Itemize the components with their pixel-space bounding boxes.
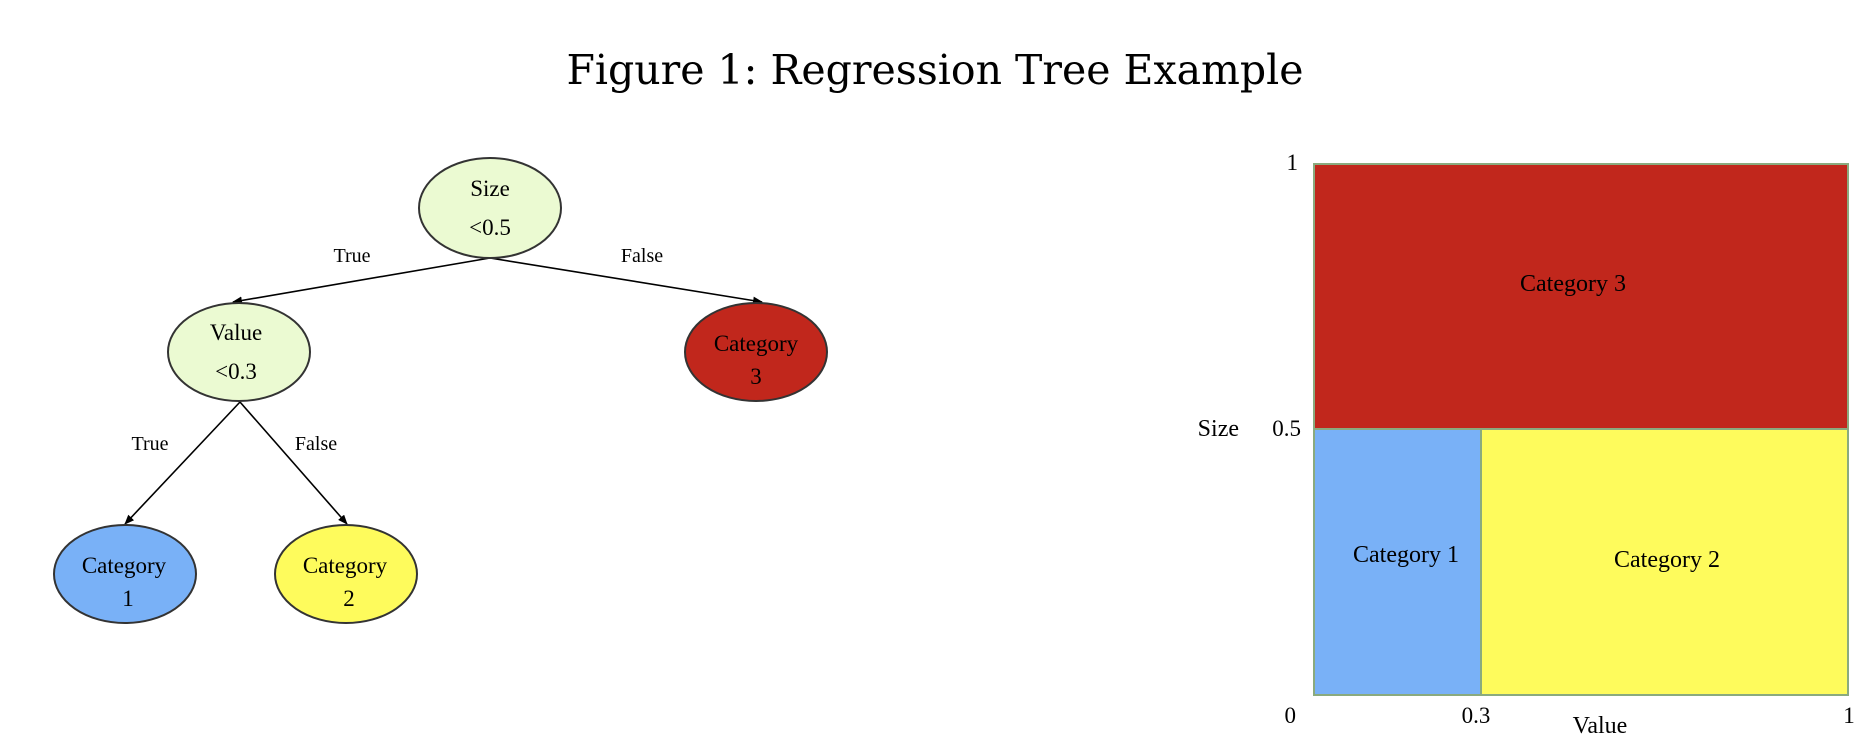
region-category-1-label: Category 1 [1353, 542, 1459, 568]
region-category-3-label: Category 3 [1520, 271, 1626, 297]
node-size-shape [418, 157, 562, 259]
x-tick-1: 1 [1843, 703, 1855, 728]
region-category-2-label: Category 2 [1614, 547, 1720, 573]
leaf-category-2-line2: 2 [343, 586, 355, 611]
edge-label-root-false: False [621, 245, 663, 267]
leaf-category-2-shape [274, 524, 418, 624]
decision-tree: True False True False Size <0.5 Value <0… [53, 157, 828, 624]
node-value: Value <0.3 [167, 302, 311, 402]
partition-plot: Category 3 Category 1 Category 2 1 0.5 0… [1198, 150, 1855, 739]
edge-root-false [489, 257, 763, 305]
edge-label-root-true: True [333, 245, 370, 267]
node-value-shape [167, 302, 311, 402]
edge-value-false [239, 401, 348, 525]
y-axis-label: Size [1198, 416, 1239, 442]
x-axis-label: Value [1573, 713, 1628, 739]
y-tick-1: 1 [1287, 150, 1299, 175]
leaf-category-3-line1: Category [714, 331, 799, 356]
leaf-category-1-shape [53, 524, 197, 624]
edge-root-true [232, 257, 491, 305]
leaf-category-3-shape [684, 302, 828, 402]
leaf-category-3: Category 3 [684, 302, 828, 402]
leaf-category-3-line2: 3 [750, 364, 762, 389]
node-size-line1: Size [470, 176, 510, 201]
figure-title: Figure 1: Regression Tree Example [566, 46, 1304, 94]
node-size-line2: <0.5 [469, 215, 511, 240]
node-value-line2: <0.3 [215, 359, 257, 384]
edge-value-true [124, 401, 241, 525]
y-tick-0-5: 0.5 [1272, 416, 1301, 441]
x-tick-0-3: 0.3 [1462, 703, 1491, 728]
node-size: Size <0.5 [418, 157, 562, 259]
region-category-3 [1313, 163, 1849, 430]
y-tick-0: 0 [1285, 703, 1297, 728]
leaf-category-1-line1: Category [82, 553, 167, 578]
leaf-category-1: Category 1 [53, 524, 197, 624]
leaf-category-1-line2: 1 [122, 586, 134, 611]
region-category-2 [1480, 428, 1849, 696]
edge-label-value-true: True [131, 433, 168, 455]
node-value-line1: Value [210, 320, 262, 345]
leaf-category-2-line1: Category [303, 553, 388, 578]
leaf-category-2: Category 2 [274, 524, 418, 624]
edge-label-value-false: False [295, 433, 337, 455]
